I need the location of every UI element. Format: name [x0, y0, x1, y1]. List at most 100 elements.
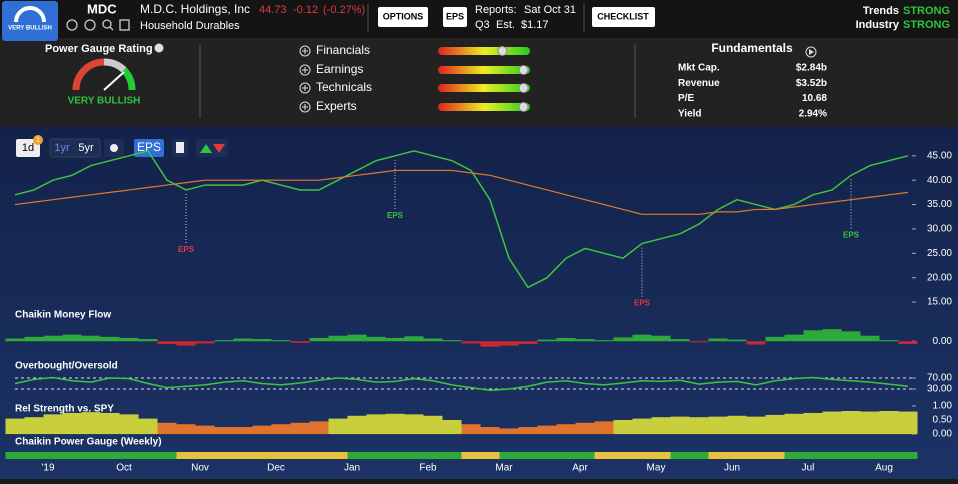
gauge-segment [195, 452, 215, 459]
event-label: EPS [634, 299, 651, 308]
change-pct: (-0.27%) [323, 4, 365, 16]
x-tick-label: Nov [191, 463, 209, 474]
gauge-segment [442, 452, 462, 459]
bar [347, 415, 367, 435]
fundamental-label: Revenue [678, 78, 720, 89]
header-icons[interactable] [66, 19, 130, 31]
gauge-segment [138, 452, 158, 459]
fundamental-label: Mkt Cap. [678, 63, 720, 74]
factor-name: Financials [316, 43, 370, 57]
plus-icon [302, 67, 308, 73]
bar [803, 330, 823, 342]
industry-label: Industry [856, 19, 900, 31]
gauge-segment [632, 452, 652, 459]
gauge-rating: VERY BULLISH [68, 96, 141, 107]
factor-name: Experts [316, 99, 357, 113]
y-tick-label: 30.00 [927, 384, 952, 395]
bar [233, 427, 253, 435]
bar [689, 341, 709, 343]
factor-toggle[interactable] [299, 101, 311, 113]
bar [81, 412, 101, 435]
eps-label: EPS [446, 11, 464, 21]
bar [176, 341, 196, 346]
bar [594, 340, 614, 342]
factor-knob [518, 102, 529, 112]
change: -0.12 [293, 4, 318, 16]
pdf-icon [176, 142, 184, 153]
company: M.D.C. Holdings, Inc [140, 2, 250, 16]
bar [860, 411, 880, 435]
bar [822, 411, 842, 435]
bar [271, 340, 291, 342]
gauge-segment [81, 452, 101, 459]
est-value: $1.17 [521, 19, 549, 31]
play-icon[interactable] [805, 46, 817, 58]
gauge-segment [860, 452, 880, 459]
info-icon[interactable] [154, 43, 164, 53]
gauge-segment [594, 452, 614, 459]
bar [81, 335, 101, 342]
button-1d[interactable] [16, 139, 40, 157]
x-tick-label: Feb [419, 463, 437, 474]
checklist-button[interactable] [592, 7, 655, 27]
event-label: EPS [843, 230, 860, 239]
gauge-title: Power Gauge Rating [45, 43, 153, 55]
gauge-segment [575, 452, 595, 459]
factor-knob [497, 46, 508, 56]
x-tick-label: '19 [41, 463, 54, 474]
gauge-segment [24, 452, 44, 459]
factor-toggle[interactable] [299, 64, 311, 76]
bar [423, 338, 443, 342]
range-buttons[interactable] [49, 138, 101, 158]
eps-button[interactable] [443, 7, 467, 27]
bar [366, 336, 386, 342]
y-tick-label: 15.00 [927, 297, 952, 308]
gauge-segment [309, 452, 329, 459]
bar [537, 425, 557, 435]
gauge-segment [328, 452, 348, 459]
bar [157, 341, 177, 344]
signals-button[interactable] [196, 139, 228, 157]
bar [499, 341, 519, 346]
badge-arc [14, 6, 46, 23]
y-tick-label: 0.00 [933, 336, 953, 347]
gauge-segment [347, 452, 367, 459]
bar [480, 341, 500, 347]
y-tick-label: 25.00 [927, 248, 952, 259]
gauge-segment [214, 452, 234, 459]
bar [214, 427, 234, 435]
bar [746, 341, 766, 345]
bar [727, 415, 747, 435]
bar [309, 421, 329, 435]
panel-title: Rel Strength vs. SPY [15, 404, 114, 415]
x-tick-label: Oct [116, 463, 132, 474]
gauge-segment [43, 452, 63, 459]
reports-label: Reports: [475, 4, 517, 16]
plus-icon [302, 48, 308, 54]
factor-toggle[interactable] [299, 45, 311, 57]
checklist-label: CHECKLIST [597, 11, 649, 21]
x-tick-label: Dec [267, 463, 285, 474]
bar [480, 427, 500, 435]
bar [765, 336, 785, 342]
bar [499, 428, 519, 435]
bar [271, 424, 291, 435]
bar [195, 341, 215, 344]
factor-toggle[interactable] [299, 82, 311, 94]
gauge-segment [480, 452, 500, 459]
factor-slider [438, 47, 530, 55]
bar [689, 417, 709, 435]
gauge-segment [822, 452, 842, 459]
plus-icon [302, 85, 308, 91]
bar [138, 418, 158, 435]
factor-slider [438, 84, 530, 92]
fundamental-label: P/E [678, 93, 694, 104]
bar [803, 412, 823, 435]
y-tick-label: 20.00 [927, 272, 952, 283]
quarter: Q3 [475, 19, 490, 31]
alert-badge[interactable] [33, 135, 43, 145]
rating-badge[interactable] [2, 1, 58, 41]
industry: Household Durables [140, 20, 240, 32]
options-button[interactable] [378, 7, 428, 27]
x-tick-label: Mar [495, 463, 513, 474]
